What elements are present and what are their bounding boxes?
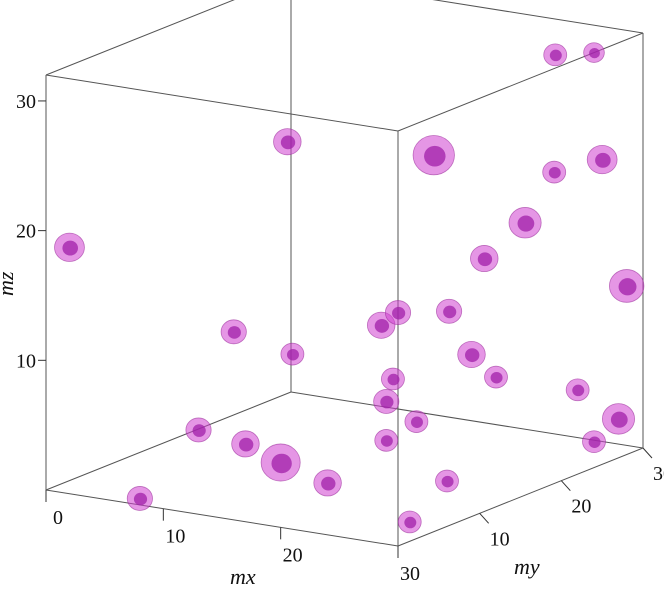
isosurface-blob-core <box>286 348 299 361</box>
isosurface-blob-core <box>443 305 457 319</box>
isosurface-blob-core <box>133 492 148 506</box>
isosurface-blob-core <box>477 252 493 267</box>
isosurface-blob-core <box>227 326 241 339</box>
isosurface-blob-core <box>271 453 292 474</box>
z-tick-label: 20 <box>16 221 36 243</box>
isosurface-blob-core <box>392 306 406 320</box>
isosurface-blobs <box>54 42 645 534</box>
isosurface-blob-core <box>387 373 400 386</box>
bounding-box-edges <box>45 0 644 547</box>
isosurface-blob-core <box>589 47 600 59</box>
axis-tick-labels: 0 10 20 30 10 20 30 10 20 30 <box>16 91 664 585</box>
isosurface-blob-core <box>192 424 206 437</box>
isosurface-blob-core <box>588 436 601 448</box>
isosurface-blob-core <box>517 215 535 232</box>
x-axis-title: mx <box>230 564 256 589</box>
z-axis-title: mz <box>0 271 18 296</box>
box-edge-6 <box>397 32 644 132</box>
box-edge-5 <box>45 0 235 76</box>
y-tick <box>560 480 571 492</box>
isosurface-blob-core <box>549 49 562 62</box>
isosurface-blob-core <box>618 278 637 296</box>
x-tick-label: 10 <box>165 526 185 548</box>
y-tick-label: 30 <box>653 463 664 485</box>
box-edge-0 <box>45 489 399 547</box>
isosurface-blob-core <box>548 166 561 179</box>
y-tick <box>642 447 653 459</box>
isosurface-blob-core <box>280 135 296 150</box>
box-edge-1 <box>45 391 292 491</box>
z-tick-label: 30 <box>16 91 36 113</box>
isosurface-blob-core <box>424 145 446 167</box>
isosurface-blob-core <box>380 435 393 447</box>
x-tick-label: 0 <box>53 507 63 529</box>
isosurface-blob-core <box>490 371 503 384</box>
isosurface-blob-core <box>374 319 390 333</box>
axis-ticks <box>38 100 653 558</box>
box-edge-4 <box>45 74 399 132</box>
isosurface-blob-core <box>321 476 336 491</box>
x-tick-label: 20 <box>283 544 303 566</box>
isosurface-blob-core <box>410 416 423 428</box>
y-axis-title: my <box>514 554 540 579</box>
y-tick-label: 20 <box>571 496 591 518</box>
isosurface-blob-core <box>441 475 454 488</box>
box-edge-2 <box>397 447 644 547</box>
isosurface-blob-core <box>465 348 480 363</box>
y-tick <box>479 512 490 524</box>
isosurface-blob-core <box>62 240 78 256</box>
isosurface-blob-core <box>572 384 585 397</box>
isosurface-blob-core <box>595 152 611 168</box>
isosurface-blob-core <box>610 411 628 428</box>
y-tick-label: 10 <box>490 528 510 550</box>
isosurface-blob-core <box>380 395 394 409</box>
x-tick-label: 30 <box>400 563 420 585</box>
isosurface-blob-core <box>404 516 417 529</box>
isosurface-blob-core <box>238 437 254 452</box>
z-tick-label: 10 <box>16 350 36 372</box>
box-edge-7 <box>432 0 644 34</box>
